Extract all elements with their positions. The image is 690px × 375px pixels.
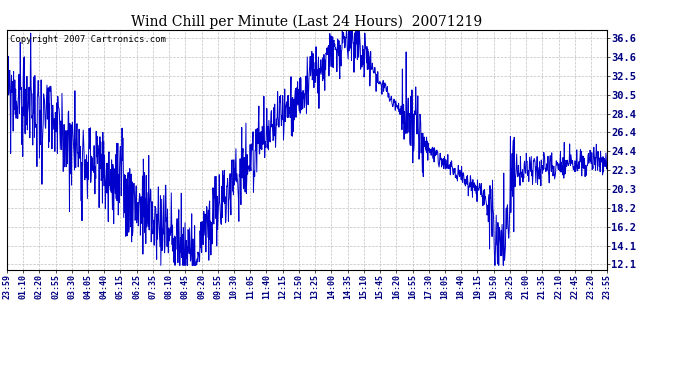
Title: Wind Chill per Minute (Last 24 Hours)  20071219: Wind Chill per Minute (Last 24 Hours) 20…: [132, 15, 482, 29]
Text: Copyright 2007 Cartronics.com: Copyright 2007 Cartronics.com: [10, 35, 166, 44]
